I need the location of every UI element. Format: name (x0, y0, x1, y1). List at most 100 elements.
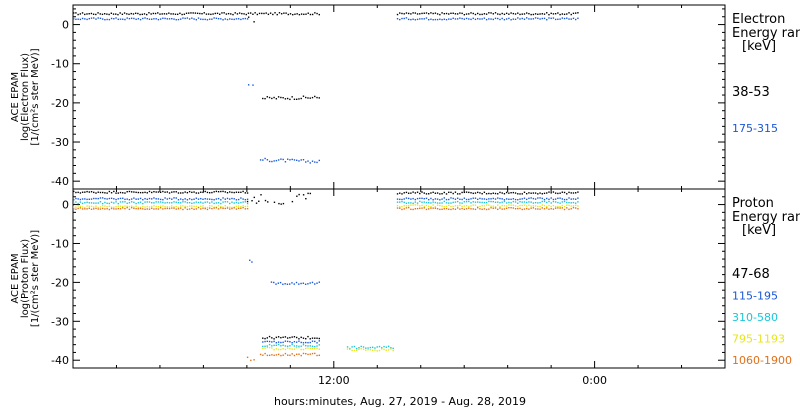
data-point (142, 199, 144, 201)
data-point (284, 352, 287, 355)
data-point (220, 190, 222, 193)
data-point (517, 202, 519, 204)
data-point (305, 352, 307, 355)
data-point (481, 13, 483, 16)
data-point (182, 199, 184, 201)
data-point (510, 192, 512, 194)
data-point (428, 202, 430, 204)
data-point (434, 201, 437, 204)
data-point (570, 13, 572, 16)
data-point (505, 207, 508, 209)
data-point (309, 353, 311, 355)
data-point (387, 345, 390, 348)
data-point (86, 190, 88, 193)
data-point (146, 192, 148, 194)
data-point (456, 193, 459, 195)
data-point (112, 13, 115, 15)
data-point (425, 208, 428, 211)
data-point (563, 13, 566, 16)
data-point (490, 205, 492, 207)
data-point (399, 18, 401, 21)
data-point (280, 96, 282, 99)
data-point (396, 198, 399, 200)
data-point (468, 18, 470, 20)
data-point (182, 208, 184, 211)
data-point (214, 12, 216, 15)
data-point (316, 337, 318, 339)
data-point (233, 198, 235, 200)
data-point (273, 96, 275, 99)
data-point (193, 202, 195, 204)
data-point (168, 192, 171, 194)
data-point (499, 197, 501, 200)
data-point (117, 207, 119, 210)
data-point (425, 193, 428, 195)
data-point (99, 191, 102, 194)
data-point (539, 197, 541, 199)
data-point (122, 18, 124, 20)
data-point (124, 192, 126, 194)
data-point (93, 202, 95, 204)
data-point (405, 207, 408, 209)
data-point (155, 191, 157, 193)
data-point (428, 208, 430, 210)
data-point (262, 341, 264, 343)
data-point (307, 341, 309, 344)
data-point (284, 336, 287, 338)
data-point (488, 12, 490, 14)
data-point (537, 13, 539, 15)
data-point (499, 191, 501, 194)
data-point (130, 17, 133, 20)
data-point (568, 201, 570, 204)
data-point (554, 201, 557, 203)
data-point (430, 197, 432, 200)
data-point (233, 191, 235, 194)
data-point (501, 208, 503, 210)
data-point (157, 205, 160, 208)
data-point (570, 202, 572, 204)
data-point (153, 202, 155, 204)
data-point (135, 18, 137, 21)
data-point (213, 207, 215, 209)
data-point (448, 18, 450, 20)
data-point (514, 205, 517, 207)
data-point (139, 206, 142, 209)
data-point (316, 96, 318, 99)
data-point (568, 18, 570, 20)
data-point (374, 347, 376, 349)
data-point (173, 191, 175, 193)
y-axis-label-line: log(Proton Flux) (20, 239, 31, 318)
data-point (407, 197, 410, 200)
data-point (314, 161, 316, 163)
data-point (362, 348, 365, 350)
data-point (144, 206, 146, 208)
data-point (523, 204, 526, 206)
data-point (481, 201, 483, 204)
data-point (485, 18, 488, 21)
data-point (271, 347, 273, 349)
data-point (77, 207, 79, 210)
series-1060-1900 (73, 206, 579, 362)
data-point (517, 205, 519, 208)
data-point (298, 283, 300, 285)
data-point (517, 207, 519, 210)
data-point (197, 198, 200, 200)
legend-unit: [keV] (742, 39, 776, 54)
data-point (572, 205, 575, 207)
data-point (563, 205, 566, 208)
data-point (106, 192, 108, 194)
data-point (563, 208, 566, 211)
data-point (179, 205, 182, 207)
data-point (153, 190, 155, 193)
data-point (177, 18, 180, 21)
data-point (221, 12, 223, 14)
data-point (101, 207, 104, 210)
data-point (550, 17, 552, 20)
data-point (421, 201, 423, 203)
data-point (205, 13, 208, 15)
data-point (177, 192, 180, 194)
data-point (288, 283, 291, 285)
data-point (295, 345, 298, 347)
data-point (262, 345, 264, 348)
data-point (412, 204, 414, 206)
